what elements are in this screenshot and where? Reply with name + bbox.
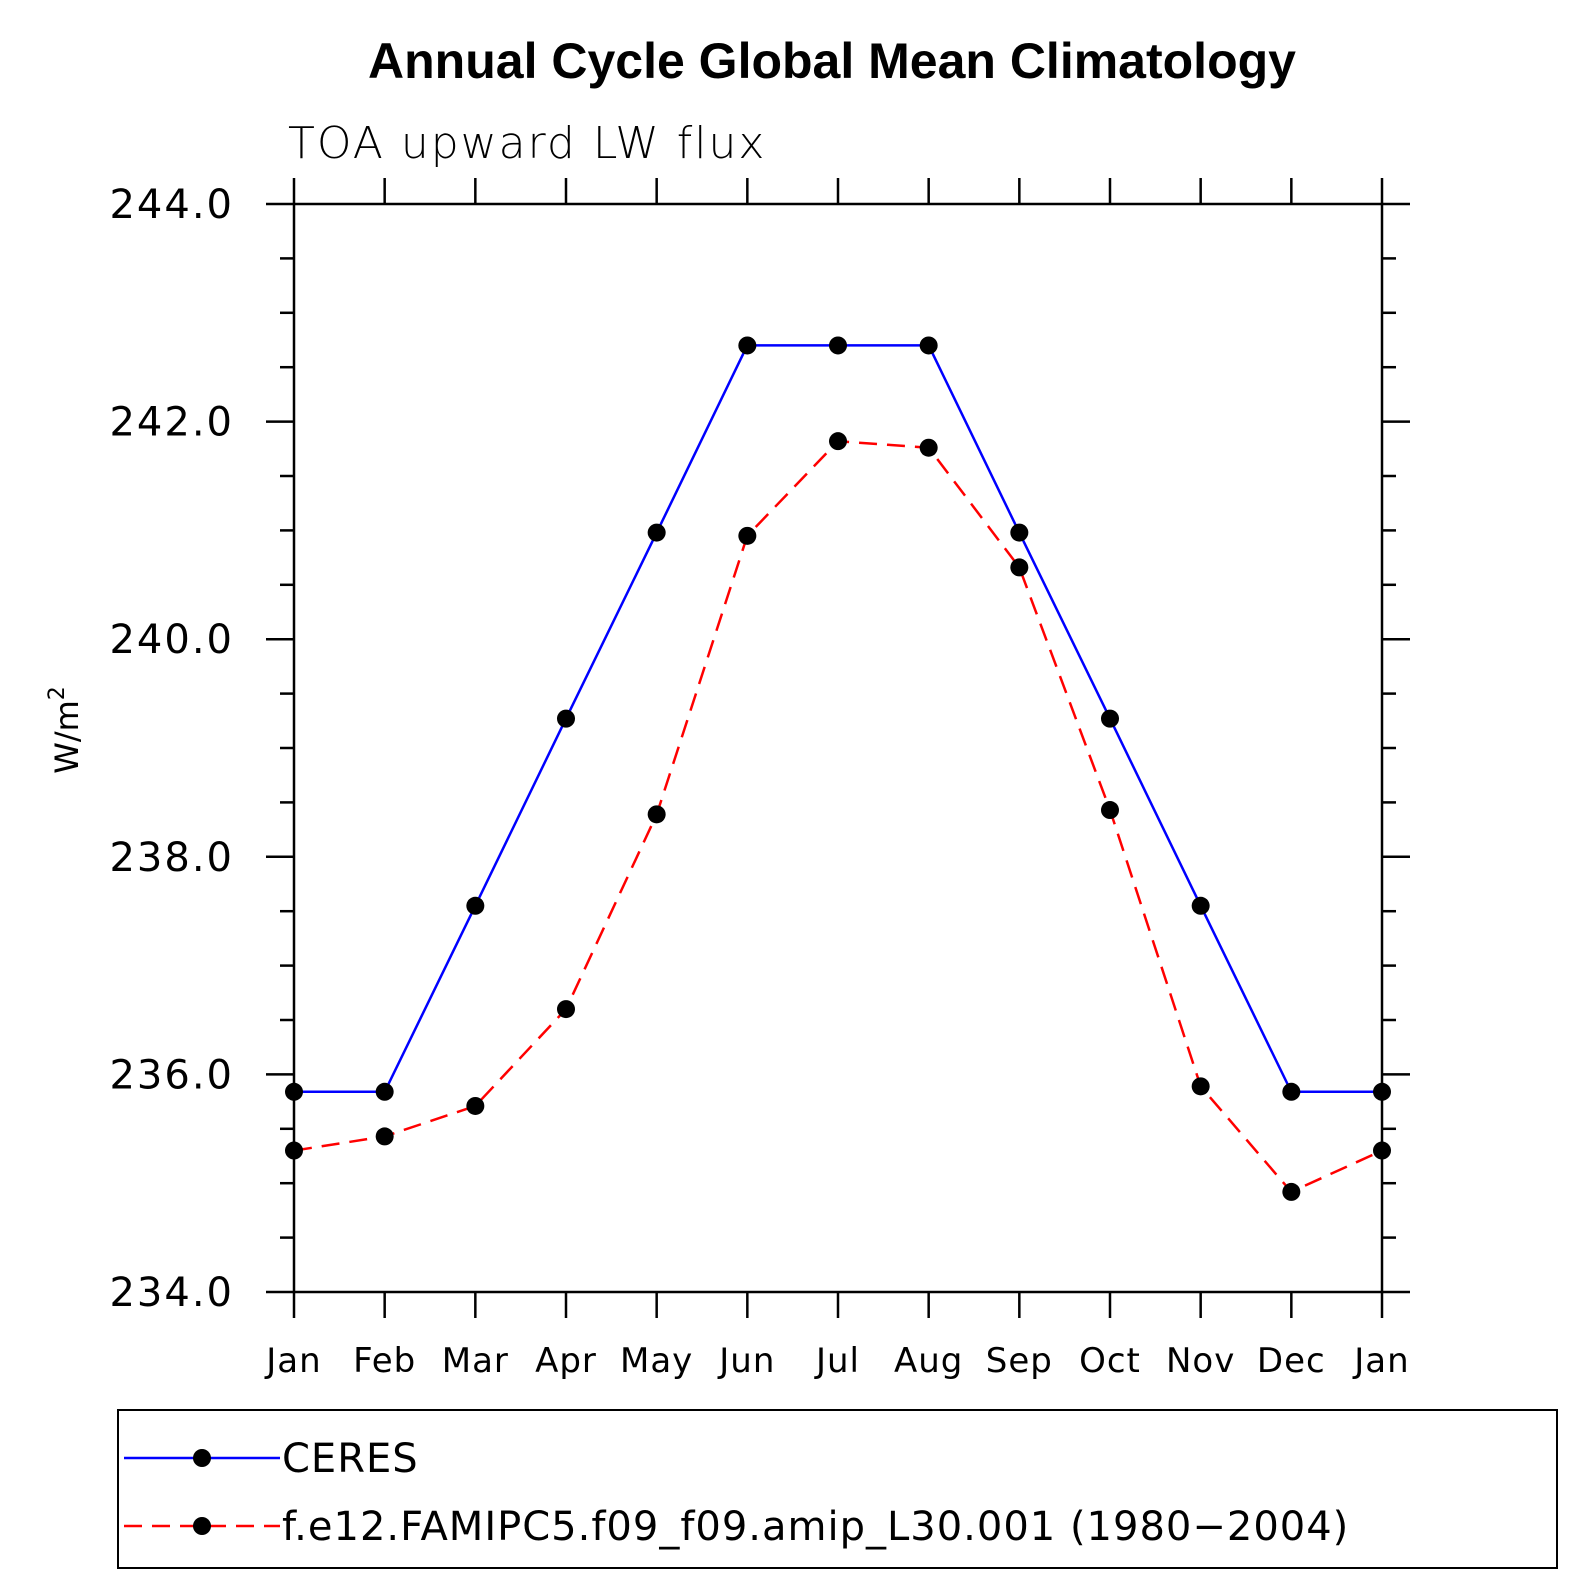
data-point-series-0 [1191,896,1210,915]
data-point-series-1 [829,432,847,451]
x-tick-label: Dec [1257,1341,1326,1381]
data-point-series-0 [557,709,575,728]
data-point-series-1 [375,1127,394,1146]
data-point-series-1 [557,1000,575,1019]
x-tick-label: Jan [1352,1341,1409,1381]
plot-frame [292,202,1384,1294]
x-tick-label: Feb [353,1341,416,1381]
legend-label-model: f.e12.FAMIPC5.f09_f09.amip_L30.001 (1980… [282,1504,1349,1550]
x-tick-label: May [620,1341,693,1381]
y-tick-label: 234.0 [109,1270,234,1316]
data-point-series-1 [919,438,938,457]
series-layer [285,336,1391,1201]
data-point-series-0 [1101,709,1119,728]
series-line-0 [294,344,1382,1094]
x-tick-label: Apr [535,1341,597,1381]
legend-marker-ceres [193,1449,211,1467]
data-point-series-0 [466,896,485,915]
data-point-series-0 [1282,1082,1301,1101]
data-point-series-1 [1282,1182,1301,1201]
data-point-series-1 [466,1096,485,1115]
x-tick-label: Aug [894,1341,963,1381]
x-tick-label: Jul [814,1341,860,1381]
x-tick-label: Sep [986,1341,1053,1381]
data-point-series-1 [1191,1077,1210,1096]
x-tick-label: Jun [717,1341,775,1381]
data-point-series-0 [829,336,847,355]
data-point-series-1 [1373,1141,1391,1160]
y-tick-label: 240.0 [109,617,234,663]
legend-box [117,1409,1558,1569]
x-tick-label: Mar [442,1341,509,1381]
x-axis: Jan Feb Mar Apr May Jun Jul Aug Sep Oct Nov Dec Jan [264,178,1409,1381]
data-point-series-1 [738,526,757,545]
legend-label-ceres: CERES [282,1436,419,1482]
data-point-series-0 [738,336,757,355]
data-point-series-0 [647,523,666,542]
data-point-series-1 [285,1141,303,1160]
series-line-1 [293,439,1383,1194]
data-point-series-1 [1101,801,1119,820]
data-point-series-1 [1010,558,1029,577]
data-point-series-0 [919,336,938,355]
data-point-series-1 [647,805,666,824]
y-axis-label-unit: W/m [48,700,86,774]
x-tick-label: Jan [264,1341,321,1381]
legend: CERES f.e12.FAMIPC5.f09_f09.amip_L30.001… [117,1409,1558,1569]
data-point-series-0 [375,1082,394,1101]
data-point-series-0 [285,1082,303,1101]
data-point-series-0 [1373,1082,1391,1101]
y-axis-label-exponent: 2 [45,686,70,700]
legend-marker-model [193,1517,211,1535]
y-tick-label: 244.0 [109,182,234,228]
y-axis-label: W/m2 [45,686,86,774]
chart-subtitle: TOA upward LW flux [288,118,766,169]
chart-title: Annual Cycle Global Mean Climatology [368,33,1296,89]
x-tick-label: Oct [1079,1341,1141,1381]
data-point-series-0 [1010,523,1029,542]
y-tick-label: 242.0 [109,400,234,446]
y-axis: 234.0 236.0 238.0 240.0 242.0 244.0 [109,182,1410,1316]
plot-area-border [292,202,1384,1294]
y-tick-label: 236.0 [109,1052,234,1098]
y-tick-label: 238.0 [109,835,234,881]
x-tick-label: Nov [1166,1341,1235,1381]
